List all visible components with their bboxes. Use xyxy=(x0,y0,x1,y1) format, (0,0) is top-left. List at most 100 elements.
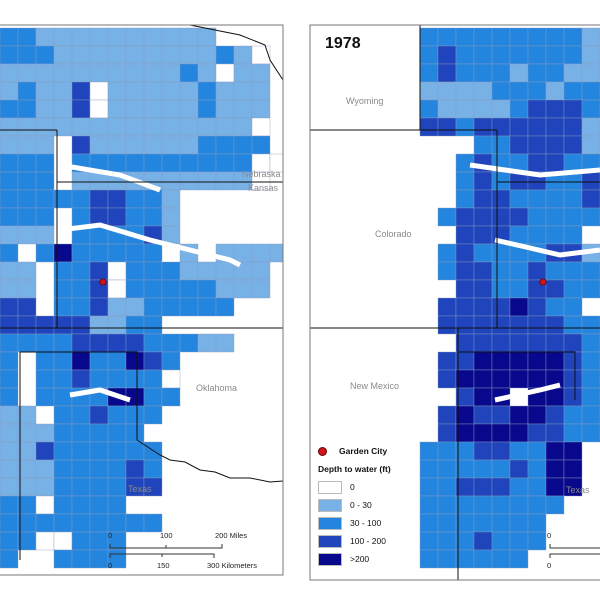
left-county-cell xyxy=(179,333,199,353)
right-county-cell xyxy=(581,333,600,353)
left-county-cell xyxy=(107,423,127,443)
right-county-cell xyxy=(419,441,439,461)
left-county-cell xyxy=(107,261,127,281)
left-county-cell xyxy=(251,279,271,299)
right-county-cell xyxy=(509,441,529,461)
left-county-cell xyxy=(143,477,163,497)
right-county-cell xyxy=(545,117,565,137)
left-county-cell xyxy=(17,45,37,65)
right-county-cell xyxy=(491,513,511,533)
right-county-cell xyxy=(563,63,583,83)
left-county-cell xyxy=(125,207,145,227)
right-county-cell xyxy=(455,117,475,137)
garden-city-point-right xyxy=(539,278,547,286)
right-county-cell xyxy=(527,27,547,47)
right-county-cell xyxy=(473,369,493,389)
right-county-cell xyxy=(545,189,565,209)
left-county-cell xyxy=(197,117,217,137)
left-county-cell xyxy=(143,333,163,353)
left-county-cell xyxy=(0,45,19,65)
right-county-cell xyxy=(581,279,600,299)
legend-garden-city: Garden City xyxy=(318,446,391,456)
right-county-cell xyxy=(491,405,511,425)
left-panel-frame xyxy=(0,24,284,576)
right-county-cell xyxy=(455,81,475,101)
right-county-cell xyxy=(545,387,565,407)
right-county-cell xyxy=(455,477,475,497)
left-county-cell xyxy=(143,315,163,335)
left-county-cell xyxy=(53,513,73,533)
left-county-cell xyxy=(161,45,181,65)
left-county-cell xyxy=(251,243,271,263)
left-county-cell xyxy=(161,351,181,371)
left-county-cell xyxy=(125,27,145,47)
scale-miles-0-right: 0 xyxy=(547,531,552,540)
right-county-cell xyxy=(437,405,457,425)
right-county-cell xyxy=(437,459,457,479)
right-county-cell xyxy=(581,369,600,389)
right-county-cell xyxy=(581,135,600,155)
left-county-cell xyxy=(215,279,235,299)
left-county-cell xyxy=(71,531,91,551)
right-county-cell xyxy=(563,207,583,227)
left-county-cell xyxy=(89,135,109,155)
left-county-cell xyxy=(89,117,109,137)
left-county-cell xyxy=(179,171,199,191)
right-county-cell xyxy=(509,27,529,47)
left-county-cell xyxy=(107,477,127,497)
legend: Garden City Depth to water (ft) 0 0 - 30 3… xyxy=(318,446,391,568)
left-county-cell xyxy=(143,81,163,101)
right-county-cell xyxy=(437,261,457,281)
right-county-cell xyxy=(509,261,529,281)
right-county-cell xyxy=(527,261,547,281)
left-county-cell xyxy=(179,261,199,281)
right-county-cell xyxy=(419,99,439,119)
left-county-cell xyxy=(197,45,217,65)
right-county-cell xyxy=(437,243,457,263)
left-county-cell xyxy=(107,243,127,263)
left-county-cell xyxy=(17,495,37,515)
left-county-cell xyxy=(71,135,91,155)
left-county-cell xyxy=(71,405,91,425)
left-county-cell xyxy=(71,459,91,479)
left-county-cell xyxy=(17,153,37,173)
legend-class-label: 0 - 30 xyxy=(350,500,372,510)
left-county-cell xyxy=(17,81,37,101)
left-county-cell xyxy=(0,513,19,533)
left-county-cell xyxy=(251,81,271,101)
left-county-cell xyxy=(0,333,19,353)
left-county-cell xyxy=(251,117,271,137)
left-county-cell xyxy=(71,513,91,533)
left-county-cell xyxy=(197,27,217,47)
left-county-cell xyxy=(89,243,109,263)
right-county-cell xyxy=(455,531,475,551)
scale-km-300: 300 Kilometers xyxy=(207,561,258,570)
left-county-cell xyxy=(89,99,109,119)
right-county-cell xyxy=(527,513,547,533)
left-county-cell xyxy=(179,135,199,155)
right-county-cell xyxy=(437,99,457,119)
left-county-cell xyxy=(0,261,19,281)
left-county-cell xyxy=(35,441,55,461)
right-county-cell xyxy=(545,351,565,371)
left-county-cell xyxy=(143,405,163,425)
left-river-arkansas xyxy=(59,222,242,268)
right-county-cell xyxy=(509,495,529,515)
left-county-cell xyxy=(107,297,127,317)
right-county-cell xyxy=(491,45,511,65)
left-county-cell xyxy=(0,495,19,515)
left-county-cell xyxy=(17,63,37,83)
left-county-cell xyxy=(143,45,163,65)
right-county-cell xyxy=(581,261,600,281)
left-county-cell xyxy=(197,297,217,317)
left-county-cell xyxy=(143,189,163,209)
state-label-new-mexico: New Mexico xyxy=(350,381,400,391)
right-county-cell xyxy=(563,297,583,317)
left-county-cell xyxy=(53,369,73,389)
left-county-cell xyxy=(215,81,235,101)
left-county-cell xyxy=(0,153,19,173)
left-county-cell xyxy=(35,207,55,227)
left-county-cell xyxy=(161,297,181,317)
left-county-cell xyxy=(71,261,91,281)
left-county-cell xyxy=(53,531,73,551)
